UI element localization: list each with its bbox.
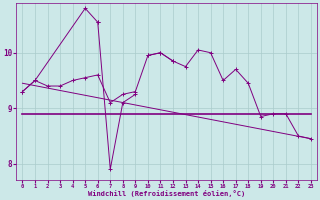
X-axis label: Windchill (Refroidissement éolien,°C): Windchill (Refroidissement éolien,°C) — [88, 190, 245, 197]
